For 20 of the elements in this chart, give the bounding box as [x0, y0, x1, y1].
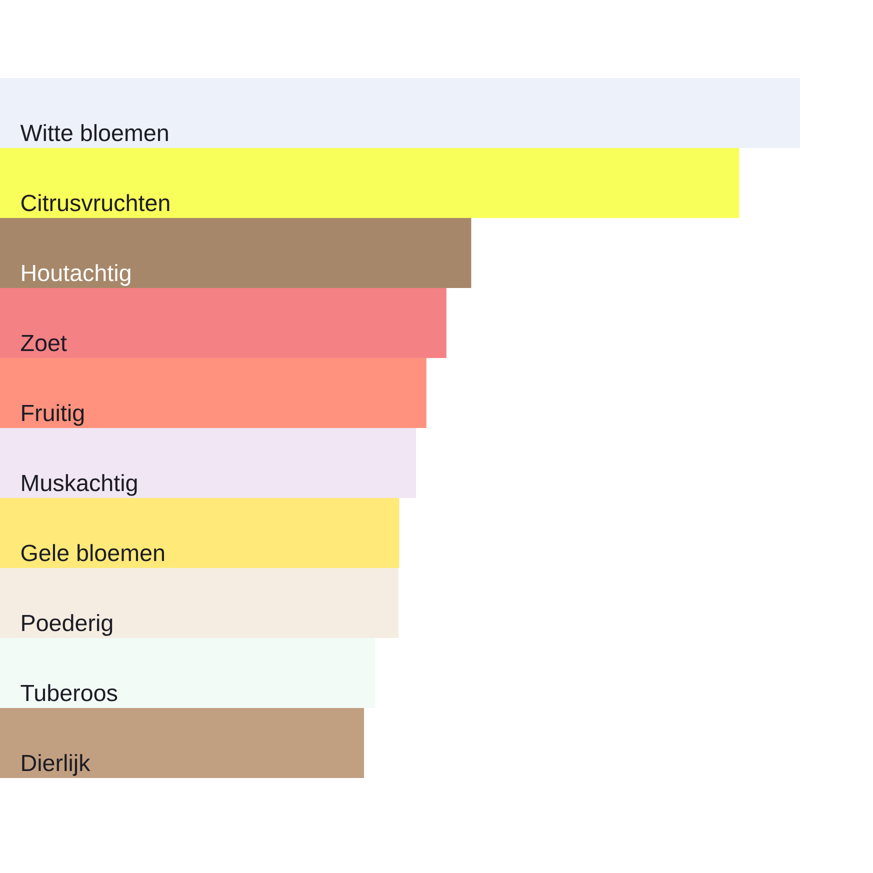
y-tick-label: Poederig: [22, 614, 112, 636]
bar: [0, 288, 446, 358]
y-tick-label: Zoet: [21, 334, 67, 352]
bar: [0, 358, 426, 428]
bar: [0, 638, 376, 708]
bar: [0, 218, 472, 288]
y-tick-label: Dierlijk: [22, 754, 90, 776]
y-tick-label: Tuberoos: [20, 684, 118, 702]
y-tick-label: Witte bloemen: [20, 124, 168, 142]
y-tick-label: Houtachtig: [22, 264, 130, 286]
y-tick-label: Muskachtig: [22, 474, 137, 496]
bar: [0, 498, 400, 568]
bar: [0, 568, 398, 638]
y-tick-label: Gele bloemen: [21, 544, 164, 562]
bar: [0, 78, 800, 148]
y-tick-label: Fruitig: [22, 404, 84, 426]
y-tick-label: Citrusvruchten: [21, 194, 170, 212]
bar: [0, 428, 416, 498]
bar: [0, 708, 364, 778]
bar: [0, 148, 740, 218]
